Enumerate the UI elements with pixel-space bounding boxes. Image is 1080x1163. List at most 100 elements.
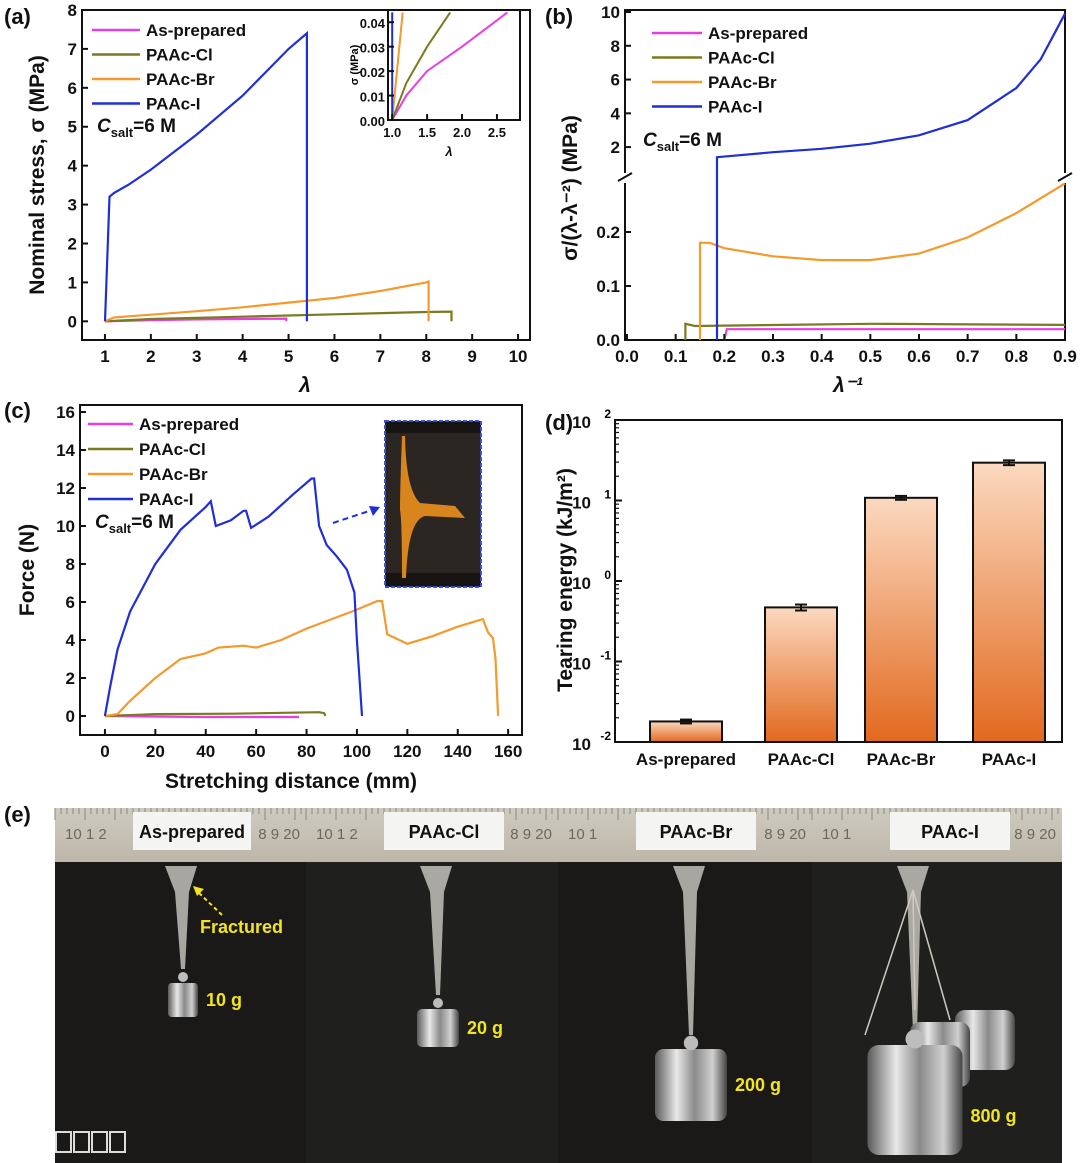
watermark-mark (36, 1131, 48, 1143)
watermark-glyph (73, 1131, 90, 1153)
ruler-numbers-right: 8 9 20 (510, 826, 552, 843)
series-line-paac-cl (104, 711, 327, 718)
weight-icon (655, 1049, 727, 1121)
x-tick-label: 80 (297, 742, 316, 761)
legend-label: PAAc-I (708, 98, 762, 117)
y-tick-exponent: 2 (604, 407, 611, 421)
watermark-glyph (91, 1131, 108, 1153)
x-category-label: PAAc-I (982, 750, 1036, 769)
legend-label: PAAc-Br (708, 73, 777, 92)
photo-label: PAAc-I (921, 822, 979, 842)
panel-label: (c) (4, 398, 31, 423)
note-arrow-head-icon (193, 886, 204, 896)
gel-strip (420, 866, 452, 995)
weight-icon (867, 1045, 963, 1155)
y-tick-label: 10 (572, 413, 591, 432)
y-tick-label: 0.04 (360, 16, 386, 31)
y-tick-label: 2 (68, 234, 77, 253)
panel-label: (d) (545, 410, 573, 435)
y-tick-label: 0.03 (360, 41, 385, 56)
x-tick-label: 0.7 (956, 347, 980, 366)
gel-strip (897, 866, 929, 1031)
y-tick-label: 1 (68, 273, 77, 292)
x-tick-label: 160 (494, 742, 522, 761)
photo-paac-br: 10 1 8 9 20 PAAc-Br 200 g (557, 808, 812, 1163)
plot-frame (79, 404, 523, 736)
x-category-label: PAAc-Br (867, 750, 936, 769)
weight-knob (178, 972, 188, 982)
legend-label: As-prepared (146, 21, 246, 40)
y-tick-exponent: -2 (600, 729, 611, 743)
bar-as-prepared (649, 720, 723, 743)
ruler-numbers-right: 8 9 20 (764, 826, 806, 843)
y-tick-label: 14 (56, 441, 75, 460)
y-tick-label: 12 (56, 479, 75, 498)
annot-rest: =6 M (679, 130, 722, 151)
weight-label: 200 g (735, 1075, 781, 1095)
gel-sample (400, 436, 465, 578)
x-axis-title: Stretching distance (mm) (165, 770, 417, 793)
note-arrow (197, 891, 223, 916)
inset-bg (388, 10, 520, 120)
annot-main: C (643, 130, 657, 151)
y-tick-label: 0.00 (360, 114, 385, 129)
watermark-logo (9, 1130, 126, 1153)
y-tick-label: 0 (68, 312, 77, 331)
hanging-thread (912, 889, 916, 1011)
y-tick-label: 8 (611, 37, 620, 56)
watermark-glyph (55, 1131, 72, 1153)
x-tick-label: 100 (343, 742, 371, 761)
series-line-paac-br (698, 182, 1066, 340)
y-tick-label: 8 (68, 1, 77, 20)
legend-label: PAAc-I (139, 490, 193, 509)
x-tick-label: 0.9 (1053, 347, 1077, 366)
arrow-line (332, 509, 373, 524)
y-tick-label: 6 (66, 593, 75, 612)
x-tick-label: 40 (196, 742, 215, 761)
weight-label: 800 g (971, 1106, 1017, 1126)
axis-break-mark (617, 172, 633, 182)
x-tick-label: 2 (146, 347, 155, 366)
y-axis-title: Nominal stress, σ (MPa) (26, 55, 49, 295)
weight-label: 10 g (206, 990, 242, 1010)
series-line-as-prepared (104, 714, 299, 719)
hanging-thread (864, 889, 914, 1036)
ruler-numbers-left: 10 1 (822, 826, 851, 843)
weight-label: 20 g (467, 1018, 503, 1038)
legend-label: PAAc-Br (139, 465, 208, 484)
panel-d-tearing-energy: (d)As-prepared PAAc-Cl PAAc-Br PAAc-I10 -210… (545, 407, 1063, 769)
y-tick-label: 2 (611, 138, 620, 157)
annot-main: C (97, 116, 111, 137)
y-tick-label: 10 (572, 494, 591, 513)
label-box (133, 812, 251, 850)
legend-label: As-prepared (708, 24, 808, 43)
photo-bg (385, 421, 481, 587)
x-tick-label: 0.4 (810, 347, 834, 366)
photo-clamp-top (385, 421, 481, 433)
x-tick-label: 20 (146, 742, 165, 761)
y-tick-label: 4 (68, 157, 78, 176)
panel-label: (e) (4, 802, 31, 827)
x-tick-label: 0.5 (859, 347, 883, 366)
weight-icon (417, 1009, 459, 1047)
legend-label: PAAc-Br (146, 70, 215, 89)
series-line-paac-i (103, 30, 308, 322)
y-axis-title: Tearing energy (kJ/m²) (554, 468, 577, 692)
annot-rest: =6 M (133, 116, 176, 137)
annot-sub: salt (109, 521, 132, 536)
legend-label: As-prepared (139, 415, 239, 434)
x-tick-label: 60 (247, 742, 266, 761)
y-tick-exponent: 0 (604, 568, 611, 582)
series-line-as-prepared (723, 328, 1065, 341)
y-tick-exponent: -1 (600, 649, 611, 663)
photo-paac-cl: 10 1 2 8 9 20 PAAc-Cl 20 g (305, 808, 558, 1163)
csalt-annotation: Csalt=6 M (643, 130, 722, 154)
x-axis-title: λ (298, 374, 311, 397)
x-tick-label: 6 (330, 347, 339, 366)
csalt-annotation: Csalt=6 M (95, 512, 174, 536)
y-tick-label: 0.02 (360, 65, 385, 80)
x-tick-label: 5 (284, 347, 293, 366)
hanging-thread (912, 889, 951, 1021)
x-category-label: PAAc-Cl (768, 750, 835, 769)
